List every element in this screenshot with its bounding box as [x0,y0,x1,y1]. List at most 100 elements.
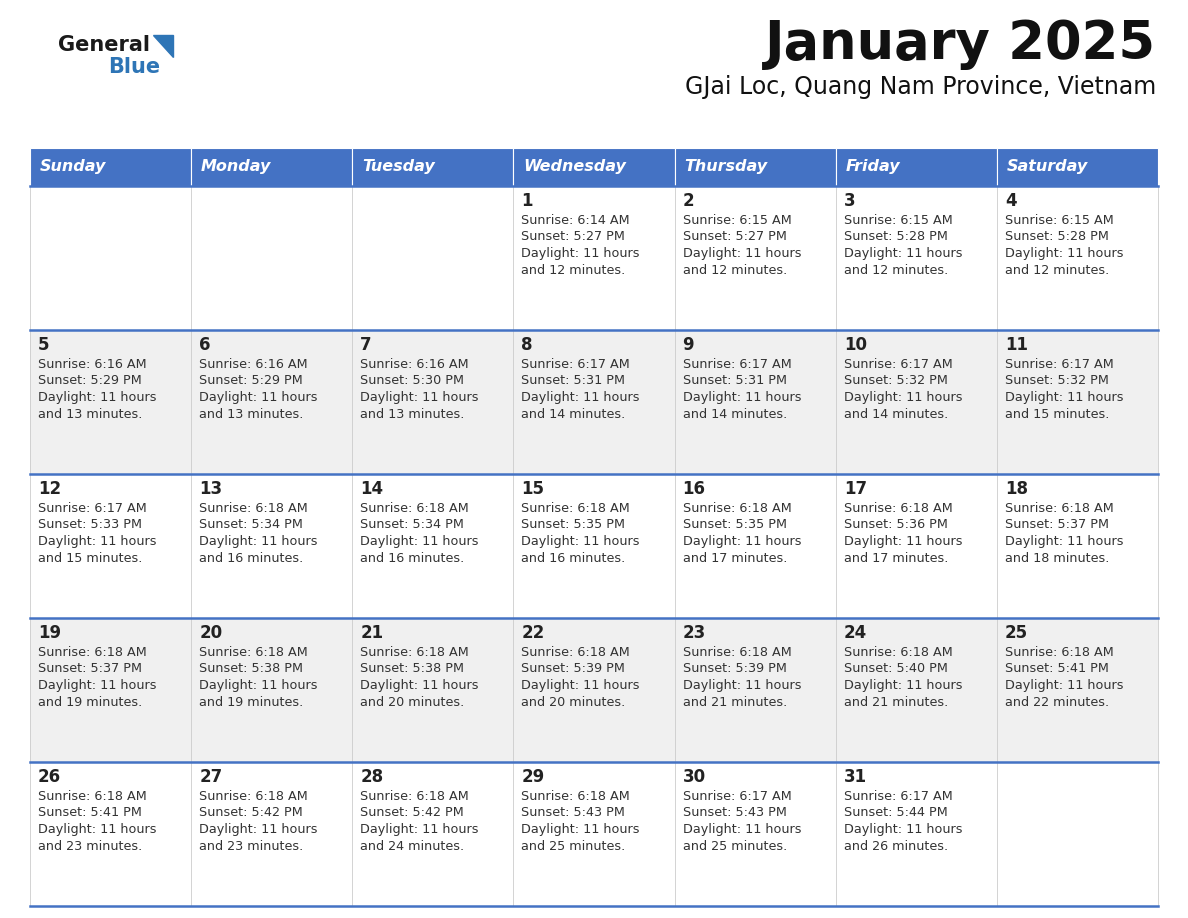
Text: Sunset: 5:31 PM: Sunset: 5:31 PM [522,375,625,387]
Bar [997,148,1158,186]
Text: and 12 minutes.: and 12 minutes. [1005,263,1110,276]
Text: Daylight: 11 hours: Daylight: 11 hours [200,391,317,404]
Text: Sunrise: 6:17 AM: Sunrise: 6:17 AM [1005,358,1113,371]
Text: 25: 25 [1005,624,1028,642]
Text: January 2025: January 2025 [765,18,1156,70]
Text: and 17 minutes.: and 17 minutes. [843,552,948,565]
Text: 3: 3 [843,192,855,210]
Bar [675,762,835,906]
Text: Sunset: 5:32 PM: Sunset: 5:32 PM [1005,375,1108,387]
Text: Daylight: 11 hours: Daylight: 11 hours [843,679,962,692]
Text: Sunset: 5:28 PM: Sunset: 5:28 PM [843,230,948,243]
Text: Daylight: 11 hours: Daylight: 11 hours [360,823,479,836]
Bar [191,762,353,906]
Text: 17: 17 [843,480,867,498]
Text: 7: 7 [360,336,372,354]
Bar [353,186,513,330]
Text: Sunset: 5:27 PM: Sunset: 5:27 PM [683,230,786,243]
Text: 13: 13 [200,480,222,498]
Text: Sunrise: 6:18 AM: Sunrise: 6:18 AM [38,646,147,659]
Text: Sunset: 5:29 PM: Sunset: 5:29 PM [38,375,141,387]
Text: Daylight: 11 hours: Daylight: 11 hours [843,823,962,836]
Bar [835,330,997,474]
Text: Daylight: 11 hours: Daylight: 11 hours [1005,535,1124,548]
Text: Sunset: 5:35 PM: Sunset: 5:35 PM [683,519,786,532]
Text: and 16 minutes.: and 16 minutes. [200,552,303,565]
Text: 11: 11 [1005,336,1028,354]
Text: Daylight: 11 hours: Daylight: 11 hours [200,823,317,836]
Text: Sunset: 5:39 PM: Sunset: 5:39 PM [683,663,786,676]
Text: Sunrise: 6:18 AM: Sunrise: 6:18 AM [360,502,469,515]
Text: and 25 minutes.: and 25 minutes. [522,839,626,853]
Text: Sunset: 5:41 PM: Sunset: 5:41 PM [1005,663,1108,676]
Text: Sunset: 5:35 PM: Sunset: 5:35 PM [522,519,625,532]
Bar [30,762,191,906]
Text: 20: 20 [200,624,222,642]
Text: Sunrise: 6:14 AM: Sunrise: 6:14 AM [522,214,630,227]
Bar [513,148,675,186]
Text: Sunset: 5:40 PM: Sunset: 5:40 PM [843,663,948,676]
Bar [513,186,675,330]
Text: Sunset: 5:33 PM: Sunset: 5:33 PM [38,519,143,532]
Text: 24: 24 [843,624,867,642]
Text: and 14 minutes.: and 14 minutes. [843,408,948,420]
Text: and 17 minutes.: and 17 minutes. [683,552,786,565]
Text: Daylight: 11 hours: Daylight: 11 hours [843,391,962,404]
Bar [353,474,513,618]
Text: Sunrise: 6:15 AM: Sunrise: 6:15 AM [683,214,791,227]
Text: Tuesday: Tuesday [362,160,435,174]
Text: Daylight: 11 hours: Daylight: 11 hours [522,391,640,404]
Text: Sunrise: 6:18 AM: Sunrise: 6:18 AM [200,646,308,659]
Bar [997,762,1158,906]
Text: Sunset: 5:43 PM: Sunset: 5:43 PM [683,807,786,820]
Text: Thursday: Thursday [684,160,767,174]
Text: Sunrise: 6:18 AM: Sunrise: 6:18 AM [38,790,147,803]
Text: Sunrise: 6:18 AM: Sunrise: 6:18 AM [522,790,630,803]
Text: 23: 23 [683,624,706,642]
Text: Wednesday: Wednesday [523,160,626,174]
Text: Sunrise: 6:17 AM: Sunrise: 6:17 AM [38,502,147,515]
Text: 4: 4 [1005,192,1017,210]
Text: Sunrise: 6:18 AM: Sunrise: 6:18 AM [683,502,791,515]
Text: Sunrise: 6:15 AM: Sunrise: 6:15 AM [843,214,953,227]
Bar [835,618,997,762]
Text: Sunset: 5:29 PM: Sunset: 5:29 PM [200,375,303,387]
Bar [30,330,191,474]
Text: and 22 minutes.: and 22 minutes. [1005,696,1108,709]
Text: Sunset: 5:42 PM: Sunset: 5:42 PM [200,807,303,820]
Text: and 13 minutes.: and 13 minutes. [38,408,143,420]
Text: 15: 15 [522,480,544,498]
Text: and 20 minutes.: and 20 minutes. [522,696,626,709]
Text: Sunrise: 6:18 AM: Sunrise: 6:18 AM [360,646,469,659]
Text: Sunrise: 6:18 AM: Sunrise: 6:18 AM [683,646,791,659]
Bar [675,474,835,618]
Bar [513,330,675,474]
Text: Sunset: 5:31 PM: Sunset: 5:31 PM [683,375,786,387]
Text: 30: 30 [683,768,706,786]
Text: 16: 16 [683,480,706,498]
Text: Sunrise: 6:15 AM: Sunrise: 6:15 AM [1005,214,1113,227]
Text: and 13 minutes.: and 13 minutes. [200,408,303,420]
Text: Monday: Monday [201,160,271,174]
Text: Sunrise: 6:18 AM: Sunrise: 6:18 AM [843,646,953,659]
Text: Daylight: 11 hours: Daylight: 11 hours [38,679,157,692]
Text: Daylight: 11 hours: Daylight: 11 hours [38,391,157,404]
Text: GJai Loc, Quang Nam Province, Vietnam: GJai Loc, Quang Nam Province, Vietnam [684,75,1156,99]
Text: and 14 minutes.: and 14 minutes. [522,408,626,420]
Text: Sunrise: 6:18 AM: Sunrise: 6:18 AM [200,502,308,515]
Text: 10: 10 [843,336,867,354]
Text: 31: 31 [843,768,867,786]
Bar [191,186,353,330]
Text: Daylight: 11 hours: Daylight: 11 hours [683,247,801,260]
Text: Daylight: 11 hours: Daylight: 11 hours [522,535,640,548]
Bar [835,474,997,618]
Bar [353,762,513,906]
Text: General: General [58,35,150,55]
Text: and 23 minutes.: and 23 minutes. [38,839,143,853]
Text: Sunrise: 6:18 AM: Sunrise: 6:18 AM [1005,502,1113,515]
Text: and 21 minutes.: and 21 minutes. [683,696,786,709]
Text: and 12 minutes.: and 12 minutes. [522,263,626,276]
Text: and 15 minutes.: and 15 minutes. [1005,408,1110,420]
Text: Sunrise: 6:17 AM: Sunrise: 6:17 AM [843,358,953,371]
Text: Sunset: 5:41 PM: Sunset: 5:41 PM [38,807,141,820]
